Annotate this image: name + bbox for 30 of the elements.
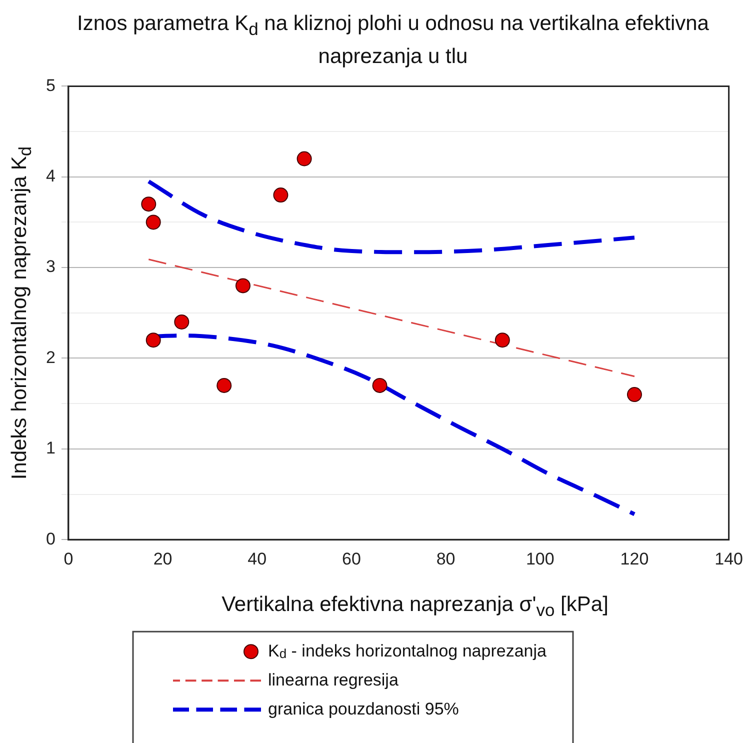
line-series — [146, 179, 636, 254]
y-tick-label: 3 — [46, 257, 56, 276]
x-axis-title: Vertikalna efektivna naprezanja σ'$_{vo}$ [kPa] — [220, 593, 610, 622]
y-tick-label: 2 — [46, 348, 56, 367]
y-tick-label: 5 — [46, 76, 56, 95]
x-tick-label: 60 — [342, 549, 361, 568]
x-tick-label: 140 — [714, 549, 744, 568]
point — [273, 188, 288, 203]
legend-label: granica pouzdanosti 95% — [268, 699, 459, 718]
y-tick-label: 0 — [46, 529, 56, 548]
point — [296, 151, 312, 166]
x-tick-label: 80 — [436, 549, 456, 568]
legend-label: linearna regresija — [268, 670, 399, 690]
point — [216, 378, 232, 393]
point — [146, 332, 161, 348]
point — [235, 278, 250, 294]
point — [626, 387, 642, 402]
x-tick-label: 20 — [153, 549, 172, 568]
y-tick-label: 1 — [46, 438, 56, 458]
point — [141, 196, 156, 212]
point — [174, 314, 190, 330]
x-tick-label: 120 — [620, 549, 649, 568]
chart-title: Iznos parametra K$_{d}$ na kliznoj plohi u odnosu na vertikalna efektivna naprezanja u tlu — [76, 11, 710, 70]
y-tick-label: 4 — [46, 166, 56, 186]
x-tick-label: 40 — [248, 549, 267, 568]
point — [494, 332, 510, 348]
x-tick-label: 0 — [64, 549, 74, 568]
point — [146, 214, 161, 230]
point — [372, 378, 388, 393]
x-tick-label: 100 — [526, 549, 554, 568]
